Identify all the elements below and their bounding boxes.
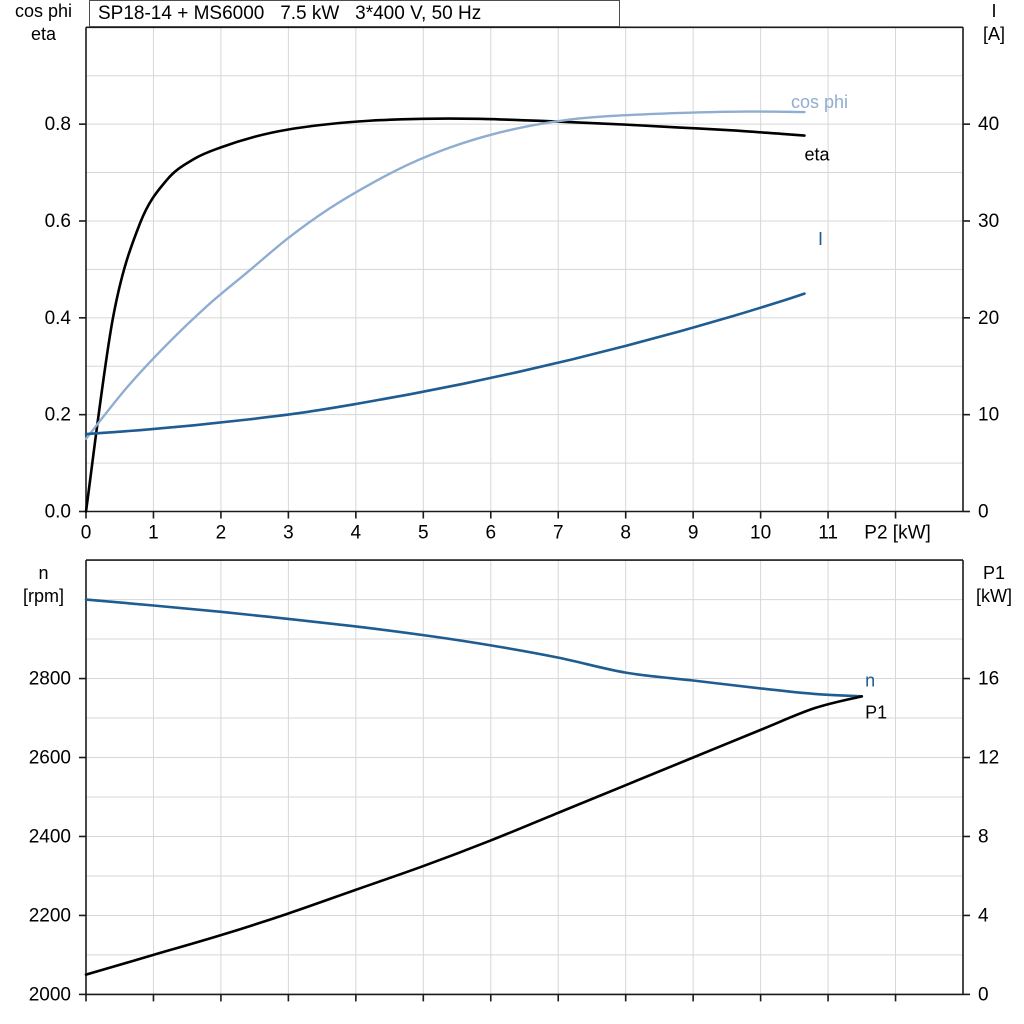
svg-text:n: n — [865, 670, 875, 690]
svg-text:2: 2 — [216, 523, 227, 544]
svg-text:12: 12 — [978, 748, 999, 769]
svg-text:P2 [kW]: P2 [kW] — [864, 523, 931, 544]
svg-text:9: 9 — [688, 523, 699, 544]
svg-text:6: 6 — [485, 523, 496, 544]
svg-text:11: 11 — [818, 523, 838, 544]
svg-text:0.6: 0.6 — [45, 211, 71, 232]
svg-text:30: 30 — [978, 211, 999, 232]
svg-text:4: 4 — [978, 905, 989, 926]
svg-text:I: I — [818, 229, 823, 249]
svg-text:eta: eta — [804, 144, 830, 164]
svg-text:8: 8 — [620, 523, 631, 544]
svg-text:2200: 2200 — [29, 905, 71, 926]
svg-text:0.8: 0.8 — [45, 114, 71, 135]
svg-text:40: 40 — [978, 114, 999, 135]
svg-text:2600: 2600 — [29, 748, 71, 769]
svg-text:10: 10 — [978, 405, 999, 426]
svg-text:5: 5 — [418, 523, 429, 544]
svg-text:20: 20 — [978, 308, 999, 329]
svg-text:0: 0 — [978, 984, 989, 1005]
svg-text:0: 0 — [81, 523, 92, 544]
svg-text:16: 16 — [978, 669, 999, 690]
svg-text:cos phi: cos phi — [791, 92, 848, 112]
svg-text:10: 10 — [750, 523, 771, 544]
svg-text:0.4: 0.4 — [45, 308, 72, 329]
svg-text:0.0: 0.0 — [45, 502, 71, 523]
svg-text:4: 4 — [351, 523, 362, 544]
svg-text:P1: P1 — [865, 702, 887, 722]
svg-text:3: 3 — [283, 523, 294, 544]
svg-text:0.2: 0.2 — [45, 405, 71, 426]
svg-text:1: 1 — [148, 523, 159, 544]
svg-text:0: 0 — [978, 502, 989, 523]
svg-text:7: 7 — [553, 523, 564, 544]
svg-text:2400: 2400 — [29, 826, 71, 847]
svg-text:2000: 2000 — [29, 984, 71, 1005]
svg-text:2800: 2800 — [29, 669, 71, 690]
svg-text:8: 8 — [978, 826, 989, 847]
